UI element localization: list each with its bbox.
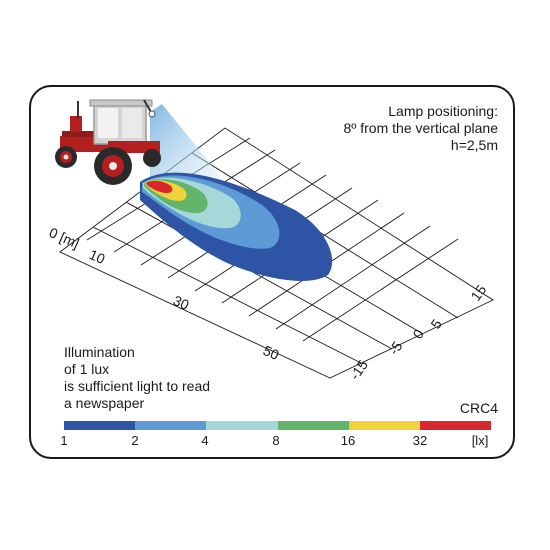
lamp-info-title: Lamp positioning: xyxy=(388,103,498,119)
distance-label-50: 50 xyxy=(261,342,282,363)
light-beam xyxy=(150,104,222,186)
scale-label-2: 2 xyxy=(131,433,139,448)
model-label: CRC4 xyxy=(459,400,498,416)
lateral-label-minus-15: -15 xyxy=(346,357,371,383)
scale-segment-4-8 xyxy=(206,421,278,430)
scale-label-1: 1 xyxy=(60,433,68,448)
scale-segment-16-32 xyxy=(348,421,420,430)
contour-32-lux xyxy=(146,180,173,193)
lamp-info-height: h=2,5m xyxy=(450,137,498,153)
lateral-label-15: 15 xyxy=(467,282,489,304)
lateral-axis-labels: 15 5 0 -5 -15 xyxy=(346,282,489,383)
note-line-1: Illumination xyxy=(64,344,135,360)
scale-segment-2-4 xyxy=(135,421,207,430)
distance-label-0: 0 [m] xyxy=(47,224,82,251)
scale-label-8: 8 xyxy=(272,433,280,448)
lux-color-scale xyxy=(64,421,492,430)
lamp-info-angle: 8º from the vertical plane xyxy=(343,120,498,136)
lamp-icon xyxy=(148,110,156,118)
lateral-label-minus-5: -5 xyxy=(385,338,405,358)
note-line-3: is sufficient light to read xyxy=(64,378,211,394)
lux-scale-labels: 1 2 4 8 16 32 [lx] xyxy=(0,433,550,449)
scale-label-32: 32 xyxy=(412,433,428,448)
isolux-contours xyxy=(140,172,333,281)
lamp-positioning-info: Lamp positioning: 8º from the vertical p… xyxy=(343,103,498,154)
note-line-4: a newspaper xyxy=(64,395,145,411)
scale-segment-8-16 xyxy=(277,421,349,430)
distance-label-30: 30 xyxy=(171,292,192,313)
scale-segment-1-2 xyxy=(64,421,136,430)
scale-segment-32-plus xyxy=(419,421,492,430)
lateral-label-5: 5 xyxy=(427,316,445,332)
scale-label-16: 16 xyxy=(340,433,356,448)
lateral-label-0: 0 xyxy=(409,326,427,342)
note-line-2: of 1 lux xyxy=(64,361,110,377)
scale-label-4: 4 xyxy=(201,433,209,448)
illumination-note: Illumination of 1 lux is sufficient ligh… xyxy=(64,344,210,412)
distance-label-10: 10 xyxy=(87,246,108,267)
tractor-illustration xyxy=(55,99,161,185)
scale-label-unit: [lx] xyxy=(471,433,489,448)
